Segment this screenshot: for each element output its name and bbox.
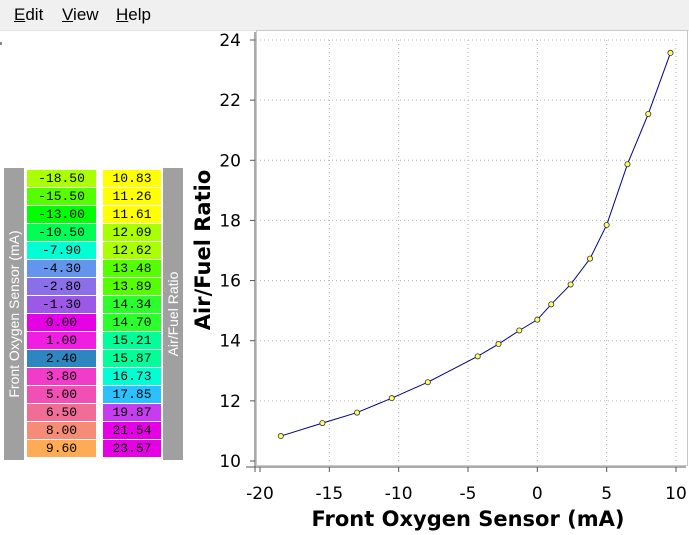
x-tick-label: 10 xyxy=(665,484,687,504)
y-tick-label: 14 xyxy=(219,332,241,352)
table-cell-y[interactable]: 10.83 xyxy=(103,170,161,187)
x-tick-label: -15 xyxy=(315,484,343,504)
table-cell-y[interactable]: 12.62 xyxy=(103,242,161,259)
y-tick-label: 20 xyxy=(219,151,241,171)
chart-xlabel: Front Oxygen Sensor (mA) xyxy=(312,507,625,531)
table-cell-y[interactable]: 13.89 xyxy=(103,278,161,295)
table-cell-x[interactable]: -15.50 xyxy=(27,188,96,205)
table-cell-y[interactable]: 14.70 xyxy=(103,314,161,331)
table-cell-x[interactable]: 8.00 xyxy=(27,422,96,439)
table-cell-x[interactable]: 2.40 xyxy=(27,350,96,367)
y-axis-header-label: Air/Fuel Ratio xyxy=(165,271,181,357)
x-tick-label: -20 xyxy=(246,484,274,504)
table-cell-x[interactable]: -13.00 xyxy=(27,206,96,223)
y-tick-label: 22 xyxy=(219,91,241,111)
chart-ylabel: Air/Fuel Ratio xyxy=(191,170,215,330)
menu-help[interactable]: Help xyxy=(116,5,151,25)
table-cell-y[interactable]: 15.87 xyxy=(103,350,161,367)
chart-frame xyxy=(256,30,688,466)
x-axis-header-label: Front Oxygen Sensor (mA) xyxy=(6,230,22,398)
table-cell-y[interactable]: 13.48 xyxy=(103,260,161,277)
table-cell-y[interactable]: 11.61 xyxy=(103,206,161,223)
menu-view-label: iew xyxy=(73,5,99,24)
splitter-mark xyxy=(0,42,2,45)
table-cell-x[interactable]: 0.00 xyxy=(27,314,96,331)
menu-view[interactable]: View xyxy=(62,5,99,25)
table-cell-x[interactable]: -18.50 xyxy=(27,170,96,187)
table-cell-y[interactable]: 14.34 xyxy=(103,296,161,313)
menu-edit-mnemonic: E xyxy=(14,5,26,24)
table-cell-x[interactable]: -1.30 xyxy=(27,296,96,313)
table-cell-x[interactable]: -7.90 xyxy=(27,242,96,259)
table-cell-x[interactable]: 1.00 xyxy=(27,332,96,349)
table-cell-y[interactable]: 12.09 xyxy=(103,224,161,241)
table-cell-y[interactable]: 11.26 xyxy=(103,188,161,205)
table-panel: Front Oxygen Sensor (mA) -18.50 10.83 -15.… xyxy=(0,168,185,460)
table-cell-x[interactable]: 3.80 xyxy=(27,368,96,385)
y-axis-header-bar: Air/Fuel Ratio xyxy=(163,168,183,460)
x-tick-label: 0 xyxy=(532,484,543,504)
y-tick-label: 24 xyxy=(219,31,241,51)
x-tick-label: -10 xyxy=(385,484,413,504)
table-cell-y[interactable]: 21.54 xyxy=(103,422,161,439)
y-tick-label: 18 xyxy=(219,211,241,231)
table-cell-x[interactable]: 6.50 xyxy=(27,404,96,421)
y-tick-label: 10 xyxy=(219,452,241,472)
x-tick-label: 5 xyxy=(601,484,612,504)
x-tick-label: -5 xyxy=(460,484,477,504)
y-tick-label: 16 xyxy=(219,272,241,292)
y-tick-label: 12 xyxy=(219,392,241,412)
x-axis-header-bar: Front Oxygen Sensor (mA) xyxy=(4,168,24,460)
menu-help-mnemonic: H xyxy=(116,5,129,24)
table-cell-y[interactable]: 15.21 xyxy=(103,332,161,349)
menu-view-mnemonic: V xyxy=(62,5,74,24)
menu-bar: Edit View Help xyxy=(0,0,689,31)
table-cell-y[interactable]: 23.57 xyxy=(103,440,161,457)
table-cell-x[interactable]: -4.30 xyxy=(27,260,96,277)
menu-help-label: elp xyxy=(128,5,151,24)
table-cell-y[interactable]: 17.85 xyxy=(103,386,161,403)
menu-edit-label: dit xyxy=(25,5,44,24)
table-cell-x[interactable]: 9.60 xyxy=(27,440,96,457)
table-cell-x[interactable]: -2.80 xyxy=(27,278,96,295)
menu-edit[interactable]: Edit xyxy=(14,5,43,25)
table-cell-y[interactable]: 19.87 xyxy=(103,404,161,421)
table-cell-x[interactable]: -10.50 xyxy=(27,224,96,241)
table-cell-y[interactable]: 16.73 xyxy=(103,368,161,385)
table-cell-x[interactable]: 5.00 xyxy=(27,386,96,403)
